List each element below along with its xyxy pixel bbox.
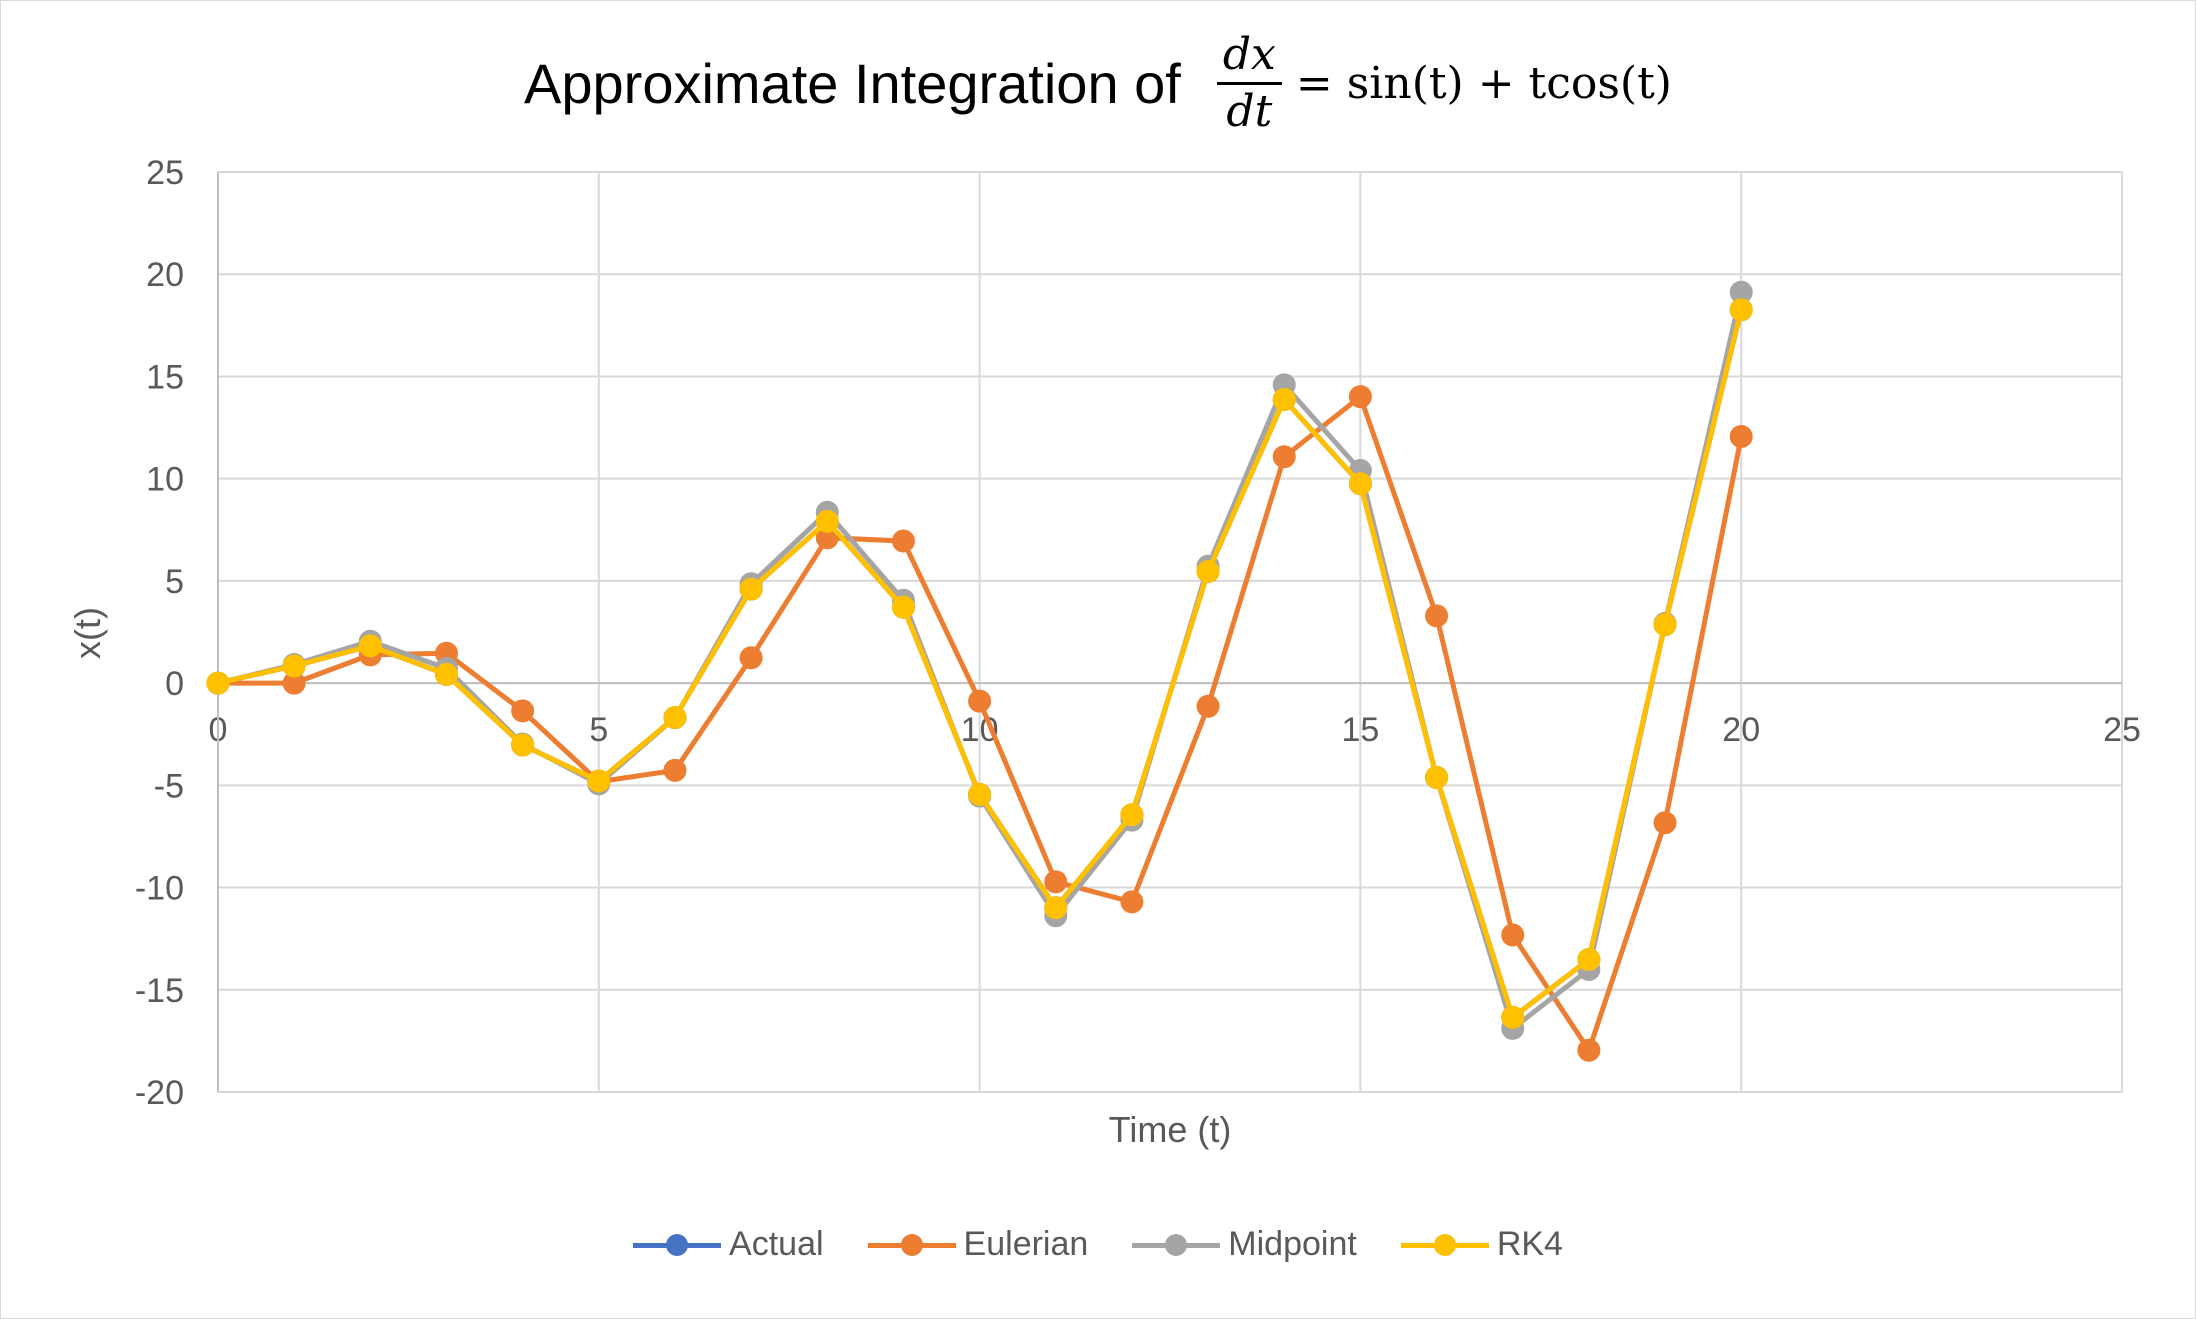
legend-item-eulerian: Eulerian [867,1225,1089,1264]
data-point-eulerian [1196,694,1220,718]
data-point-eulerian [1044,870,1068,894]
legend-marker-rk4 [1400,1230,1489,1260]
legend-marker-eulerian [867,1230,956,1260]
y-tick-label: -10 [135,870,184,908]
y-tick-label: 5 [165,563,184,601]
gridlines [217,171,2123,1093]
chart-title: Approximate Integration of dx dt = sin(t… [0,31,2196,162]
y-tick-label: -20 [135,1074,184,1112]
y-axis-label: x(t) [67,607,108,659]
legend-item-rk4: RK4 [1400,1225,1563,1264]
y-tick-label: -15 [135,972,184,1010]
x-tick-label: 25 [2103,711,2141,749]
data-point-rk4 [587,769,611,793]
data-point-rk4 [1348,472,1372,496]
y-tick-label: 0 [165,665,184,703]
data-point-rk4 [1577,948,1601,972]
legend-marker-actual [633,1230,722,1260]
legend: Actual Eulerian Midpoint RK4 [0,1225,2196,1264]
data-point-rk4 [1120,803,1144,827]
data-point-rk4 [206,671,230,695]
data-point-rk4 [358,634,382,658]
data-point-rk4 [663,705,687,729]
data-point-rk4 [1729,298,1753,322]
x-tick-label: 5 [589,711,608,749]
y-tick-label: 15 [146,358,184,396]
data-point-eulerian [1729,425,1753,449]
data-point-eulerian [1501,923,1525,947]
x-axis-label: Time (t) [1109,1109,1232,1150]
data-point-rk4 [891,595,915,619]
data-point-rk4 [1196,559,1220,583]
data-point-rk4 [1653,613,1677,637]
data-point-eulerian [1348,385,1372,409]
fraction-denominator: dt [1226,86,1273,138]
legend-label-rk4: RK4 [1496,1225,1563,1263]
data-point-rk4 [511,733,535,757]
legend-item-midpoint: Midpoint [1132,1225,1357,1264]
data-point-eulerian [739,646,763,670]
derivative-fraction: dx dt [1216,31,1282,138]
data-point-eulerian [968,689,992,713]
legend-item-actual: Actual [633,1225,824,1264]
data-point-eulerian [1653,811,1677,835]
data-point-rk4 [1044,896,1068,920]
data-point-rk4 [1501,1005,1525,1029]
data-point-rk4 [1425,765,1449,789]
data-point-eulerian [1577,1038,1601,1062]
equation-rhs: = sin(t) + tcos(t) [1295,58,1672,110]
y-tick-label: 10 [146,461,184,499]
data-point-rk4 [815,509,839,533]
fraction-numerator: dx [1216,31,1282,86]
data-point-rk4 [739,577,763,601]
chart-title-text: Approximate Integration of [524,52,1181,116]
data-point-rk4 [1272,388,1296,412]
data-point-eulerian [1272,445,1296,469]
data-point-eulerian [1425,604,1449,628]
legend-label-eulerian: Eulerian [963,1225,1089,1263]
x-tick-label: 15 [1341,711,1379,749]
data-point-eulerian [511,699,535,723]
data-point-eulerian [663,758,687,782]
y-tick-label: 25 [146,154,184,192]
x-tick-label: 20 [1722,711,1760,749]
data-point-eulerian [891,529,915,553]
data-point-rk4 [282,654,306,678]
data-point-rk4 [434,663,458,687]
series-rk4 [206,298,1753,1029]
data-point-rk4 [968,782,992,806]
legend-marker-midpoint [1132,1230,1221,1260]
series-lines [206,280,1753,1062]
y-tick-label: -5 [154,767,184,805]
y-tick-label: 20 [146,256,184,294]
data-point-eulerian [1120,890,1144,914]
legend-label-actual: Actual [729,1225,824,1263]
legend-label-midpoint: Midpoint [1228,1225,1357,1263]
